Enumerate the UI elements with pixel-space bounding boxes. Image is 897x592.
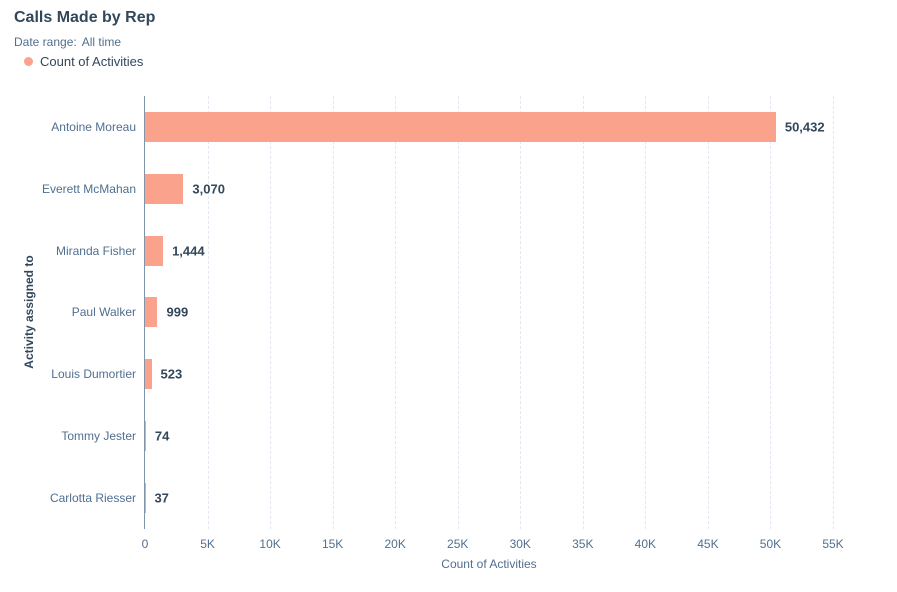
gridline — [520, 96, 522, 529]
bar-row: Everett McMahan 3,070 — [42, 158, 833, 220]
x-tick-label: 40K — [634, 537, 657, 551]
value-label: 50,432 — [784, 119, 825, 135]
x-tick-label: 0 — [141, 537, 149, 551]
category-label: Paul Walker — [71, 305, 136, 320]
gridline — [457, 96, 459, 529]
bar[interactable] — [145, 111, 776, 142]
x-tick-label: 20K — [384, 537, 406, 551]
value-label: 1,444 — [172, 243, 205, 259]
bar-row: Carlotta Riesser 37 — [50, 467, 833, 529]
x-tick-label: 50K — [759, 537, 782, 551]
y-axis-title: Activity assigned to — [22, 255, 36, 369]
plot-area: 0 5K 10K 15K 20K 25K 30K 35K 40K 45K 50K 55K Antoine… — [42, 96, 844, 551]
gridline — [395, 96, 397, 529]
category-label: Tommy Jester — [61, 429, 136, 444]
bar-row: Tommy Jester 74 — [61, 405, 833, 467]
gridline — [582, 96, 584, 529]
category-label: Antoine Moreau — [51, 119, 136, 134]
bar[interactable] — [145, 235, 164, 266]
bar[interactable] — [145, 297, 158, 328]
x-tick-label: 35K — [572, 537, 594, 551]
value-label: 999 — [166, 304, 189, 320]
date-range-value: All time — [81, 35, 122, 49]
category-label: Louis Dumortier — [51, 367, 136, 382]
gridline — [270, 96, 272, 529]
gridline — [833, 96, 834, 529]
gridline — [770, 96, 772, 529]
gridline — [332, 96, 334, 529]
value-label: 3,070 — [192, 181, 225, 197]
x-tick-label: 30K — [509, 537, 531, 551]
category-label: Everett McMahan — [41, 181, 136, 196]
y-axis-line — [144, 96, 145, 529]
gridline — [207, 96, 209, 529]
bar[interactable] — [145, 359, 152, 390]
bar-row: Louis Dumortier 523 — [51, 343, 833, 405]
x-tick-label: 15K — [321, 537, 344, 551]
category-label: Miranda Fisher — [55, 243, 136, 258]
legend-dot-icon — [24, 57, 33, 66]
bar[interactable] — [145, 421, 146, 452]
date-range: Date range: All time — [14, 35, 121, 49]
x-tick-label: 55K — [822, 537, 844, 551]
legend: Count of Activities — [24, 54, 143, 69]
x-tick-label: 45K — [697, 537, 719, 551]
legend-item[interactable]: Count of Activities — [24, 54, 143, 69]
value-label: 74 — [154, 428, 170, 444]
bar-row: Paul Walker 999 — [72, 282, 833, 344]
value-label: 37 — [154, 490, 169, 506]
x-tick-label: 5K — [200, 537, 215, 551]
bar[interactable] — [145, 173, 184, 204]
date-range-label: Date range: — [14, 35, 77, 49]
x-tick-label: 10K — [259, 537, 281, 551]
chart-title: Calls Made by Rep — [14, 9, 156, 26]
x-axis-title: Count of Activities — [441, 557, 537, 571]
gridline — [645, 96, 647, 529]
bar-row: Miranda Fisher 1,444 — [56, 220, 833, 282]
category-label: Carlotta Riesser — [49, 491, 136, 506]
gridline — [707, 96, 709, 529]
bar-row: Antoine Moreau 50,432 — [51, 96, 833, 158]
legend-label: Count of Activities — [40, 54, 144, 69]
value-label: 523 — [160, 366, 183, 382]
x-tick-label: 25K — [447, 537, 469, 551]
